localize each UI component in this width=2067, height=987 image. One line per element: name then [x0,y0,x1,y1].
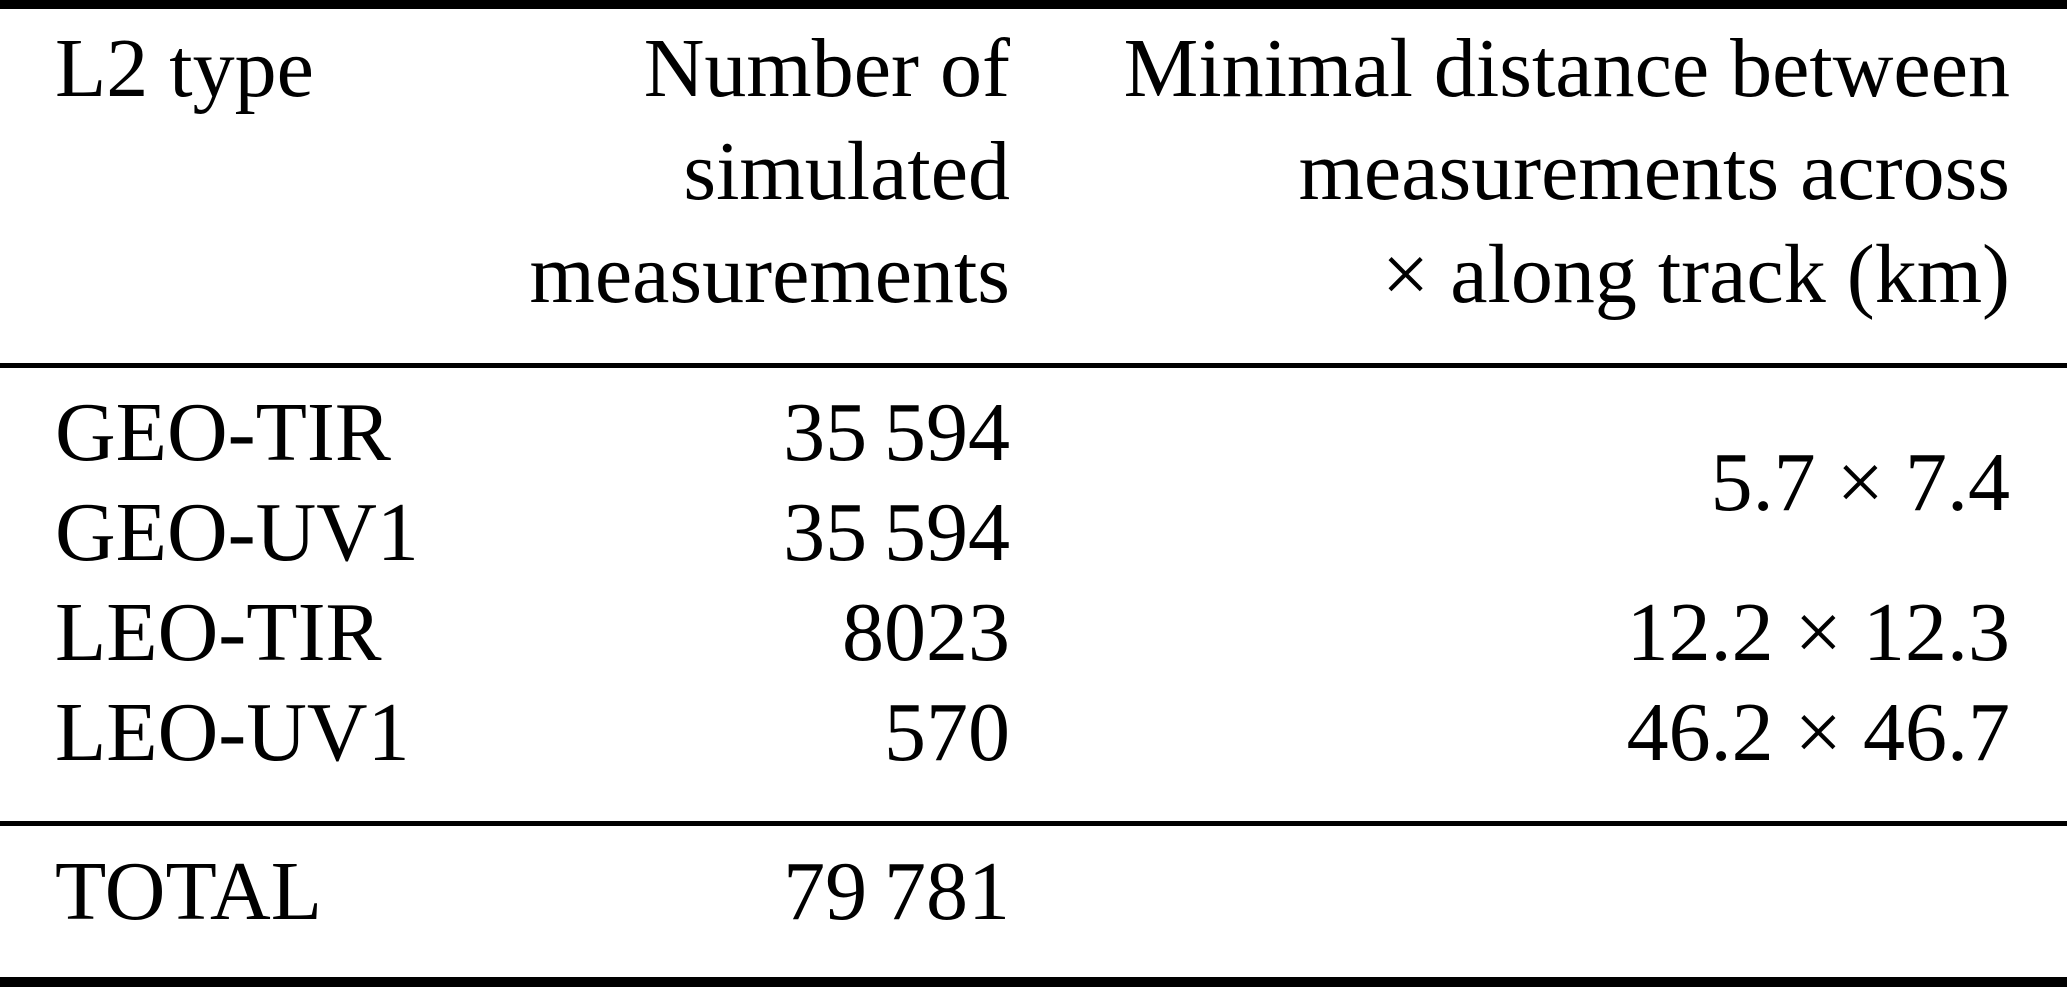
cell-count: 570 [884,686,1010,779]
cell-l2-type: LEO-TIR [55,586,382,679]
total-count: 79 781 [450,821,1010,982]
cell-count: 35 594 [783,486,1010,579]
header-row: L2 type Number of simulated measurements… [0,4,2067,368]
total-row: TOTAL 79 781 [0,821,2067,982]
header-line: measurements [529,228,1011,321]
header-line: × along track (km) [1381,228,2010,321]
header-line: Number of [643,22,1010,115]
table-total-section: TOTAL 79 781 [0,821,2067,982]
cell-distance: 12.2 × 12.3 [1626,586,2010,679]
cell-count: 8023 [842,586,1010,679]
table-header: L2 type Number of simulated measurements… [0,4,2067,368]
header-minimal-distance: Minimal distance between measurements ac… [1010,4,2067,368]
cell-distance: 46.2 × 46.7 [1626,686,2010,779]
header-l2-type: L2 type [0,4,450,368]
header-number-of-simulated-measurements: Number of simulated measurements [450,4,1011,368]
table-row-leo-tir: LEO-TIR 8023 12.2 × 12.3 [0,583,2067,683]
cell-l2-type: GEO-UV1 [55,486,419,579]
table-row-geo-tir: GEO-TIR 35 594 5.7 × 7.4 [0,366,2067,529]
table-body: GEO-TIR 35 594 5.7 × 7.4 GEO-UV1 35 594 … [0,366,2067,824]
header-line: Minimal distance between [1123,22,2010,115]
header-line: simulated [683,125,1010,218]
cell-l2-type: LEO-UV1 [55,686,410,779]
table-row-leo-uv1: LEO-UV1 570 46.2 × 46.7 [0,683,2067,824]
cell-distance-geo-merged: 5.7 × 7.4 [1710,436,2010,529]
table-row-geo-uv1: GEO-UV1 35 594 [0,483,2067,583]
total-label: TOTAL [0,821,450,982]
header-line: measurements across [1298,125,2010,218]
cell-count: 35 594 [783,386,1010,479]
total-distance-empty [1010,821,2067,982]
cell-l2-type: GEO-TIR [55,386,391,479]
